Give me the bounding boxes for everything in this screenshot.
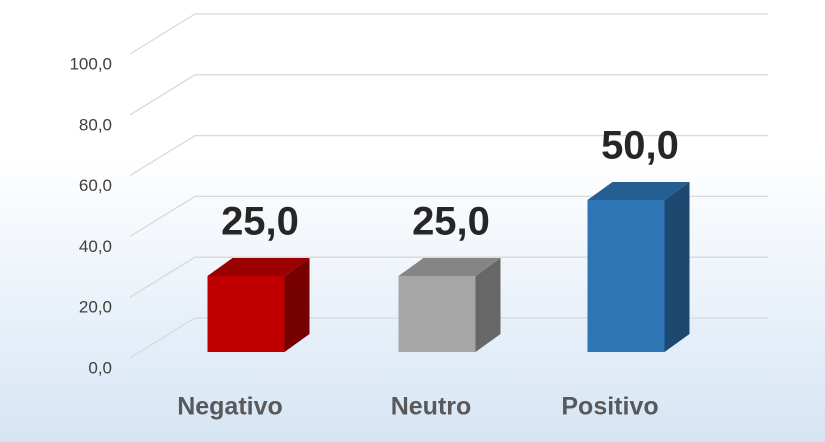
x-tick-label: Neutro — [391, 393, 472, 421]
y-tick-label: 0,0 — [88, 358, 112, 377]
bar-top — [587, 182, 690, 200]
grid-line — [129, 134, 768, 177]
data-label: 50,0 — [601, 124, 679, 168]
grid-line — [129, 317, 768, 359]
y-tick-label: 80,0 — [79, 115, 112, 134]
y-tick-label: 60,0 — [79, 176, 112, 195]
bar-side — [475, 258, 501, 352]
grid-line — [129, 256, 768, 298]
data-label: 25,0 — [221, 200, 299, 244]
bar — [398, 276, 476, 352]
bar-top — [207, 258, 310, 276]
y-tick-label: 100,0 — [69, 54, 112, 73]
bar-side — [664, 182, 690, 352]
grid-line — [129, 13, 768, 55]
y-tick-label: 40,0 — [79, 237, 112, 256]
bar — [207, 276, 285, 352]
grid-line — [129, 195, 768, 237]
bar-side — [284, 258, 310, 352]
bar — [587, 200, 665, 352]
bar-top — [398, 258, 501, 276]
x-tick-label: Negativo — [177, 393, 283, 421]
x-tick-label: Positivo — [561, 393, 658, 421]
data-label: 25,0 — [412, 200, 490, 244]
grid-line — [129, 74, 768, 116]
y-tick-label: 20,0 — [79, 298, 112, 317]
